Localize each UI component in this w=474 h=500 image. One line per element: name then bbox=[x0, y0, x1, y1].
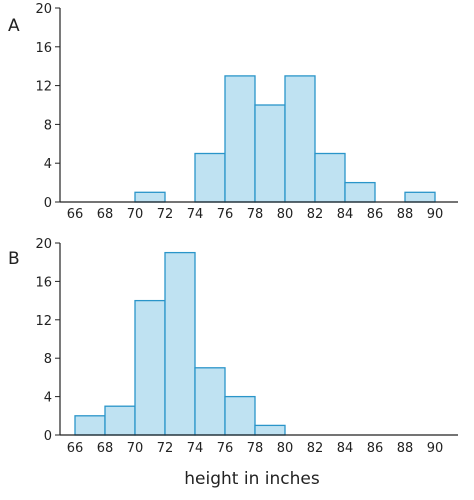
histogram-bar bbox=[224, 75, 256, 203]
y-tick-label: 4 bbox=[44, 391, 52, 406]
x-tick-label: 88 bbox=[397, 207, 414, 222]
y-tick-label: 16 bbox=[35, 275, 52, 290]
y-tick-label: 8 bbox=[44, 352, 52, 367]
histogram-bar bbox=[284, 75, 316, 203]
histogram-bar bbox=[134, 299, 166, 436]
x-tick-label: 68 bbox=[97, 207, 114, 222]
y-tick-label: 0 bbox=[44, 196, 52, 211]
x-axis-label: height in inches bbox=[184, 469, 320, 489]
x-tick-label: 72 bbox=[157, 441, 174, 456]
x-tick-label: 90 bbox=[427, 207, 444, 222]
histogram-bar bbox=[254, 104, 286, 203]
histogram-bar bbox=[194, 152, 226, 203]
x-tick-label: 66 bbox=[67, 207, 84, 222]
y-tick-label: 8 bbox=[44, 118, 52, 133]
x-tick-label: 82 bbox=[307, 207, 324, 222]
x-tick-label: 70 bbox=[127, 441, 144, 456]
x-tick-label: 82 bbox=[307, 441, 324, 456]
histogram-bar bbox=[404, 191, 436, 203]
x-tick-label: 80 bbox=[277, 441, 294, 456]
histogram-bar bbox=[254, 424, 286, 436]
x-tick-label: 90 bbox=[427, 441, 444, 456]
x-tick-label: 76 bbox=[217, 441, 234, 456]
x-tick-label: 84 bbox=[337, 207, 354, 222]
x-tick-label: 78 bbox=[247, 441, 264, 456]
y-tick-label: 4 bbox=[44, 157, 52, 172]
y-tick-label: 12 bbox=[35, 80, 52, 95]
histogram-bar bbox=[194, 367, 226, 436]
x-tick-label: 84 bbox=[337, 441, 354, 456]
histogram-bar bbox=[314, 152, 346, 203]
histogram-bar bbox=[134, 191, 166, 203]
x-tick-label: 86 bbox=[367, 441, 384, 456]
histogram-bar bbox=[224, 395, 256, 436]
panel-label: A bbox=[8, 16, 20, 36]
histogram-bar bbox=[74, 415, 106, 436]
panel-a: A 0 4 8 12 16 20 66 68 70 72 74 76 78 80 82 84 86 88 90 bbox=[8, 2, 458, 222]
histogram-bar bbox=[344, 181, 376, 203]
y-tick-label: 20 bbox=[35, 237, 52, 252]
y-tick-label: 0 bbox=[44, 429, 52, 444]
x-tick-label: 66 bbox=[67, 441, 84, 456]
histogram-bar bbox=[104, 405, 136, 436]
x-tick-label: 88 bbox=[397, 441, 414, 456]
x-tick-label: 74 bbox=[187, 441, 204, 456]
x-tick-label: 80 bbox=[277, 207, 294, 222]
x-tick-label: 78 bbox=[247, 207, 264, 222]
histogram-bar bbox=[164, 251, 196, 436]
x-tick-label: 70 bbox=[127, 207, 144, 222]
x-tick-label: 68 bbox=[97, 441, 114, 456]
y-tick-label: 16 bbox=[35, 41, 52, 56]
x-tick-label: 72 bbox=[157, 207, 174, 222]
x-tick-label: 86 bbox=[367, 207, 384, 222]
panel-b: B 0 4 8 12 16 20 66 68 70 72 74 76 78 80 82 84 86 88 90 bbox=[8, 237, 458, 456]
panel-label: B bbox=[8, 249, 20, 269]
y-tick-label: 20 bbox=[35, 2, 52, 17]
x-tick-label: 74 bbox=[187, 207, 204, 222]
x-tick-label: 76 bbox=[217, 207, 234, 222]
y-tick-label: 12 bbox=[35, 314, 52, 329]
